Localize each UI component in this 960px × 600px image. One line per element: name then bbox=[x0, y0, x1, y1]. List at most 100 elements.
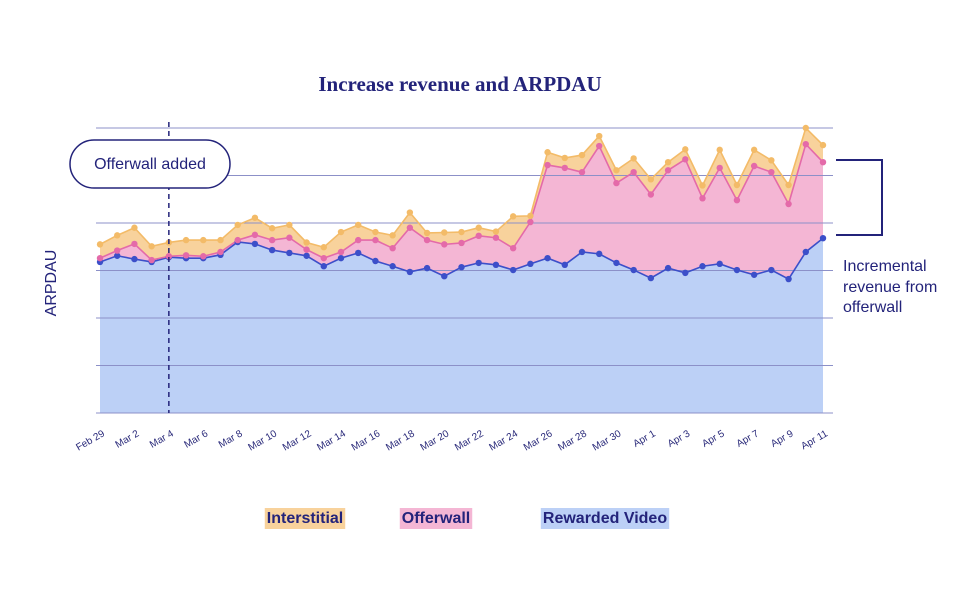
data-point bbox=[217, 248, 224, 256]
data-point bbox=[647, 176, 655, 183]
data-point bbox=[785, 275, 792, 283]
data-point bbox=[527, 218, 534, 226]
x-tick-label: Apr 3 bbox=[666, 428, 693, 450]
data-point bbox=[217, 236, 224, 244]
data-point bbox=[406, 209, 414, 216]
data-point bbox=[303, 252, 310, 259]
chart-title: Increase revenue and ARPDAU bbox=[318, 72, 601, 96]
data-point bbox=[303, 239, 310, 246]
data-point bbox=[355, 221, 362, 229]
data-point bbox=[664, 167, 672, 174]
data-point bbox=[596, 132, 603, 140]
data-point bbox=[96, 241, 104, 248]
x-tick-label: Mar 12 bbox=[281, 428, 314, 453]
legend-label: Offerwall bbox=[402, 510, 470, 527]
data-point bbox=[699, 182, 706, 189]
data-point bbox=[458, 263, 465, 271]
data-point bbox=[182, 252, 190, 259]
data-point bbox=[613, 167, 620, 174]
x-tick-label: Mar 26 bbox=[522, 428, 555, 453]
data-point bbox=[509, 244, 517, 252]
data-point bbox=[96, 254, 104, 262]
y-axis-label: ARPDAU bbox=[43, 250, 60, 317]
data-point bbox=[785, 200, 792, 208]
x-tick-label: Mar 24 bbox=[488, 428, 521, 453]
data-point bbox=[699, 195, 706, 202]
legend: Interstitial Offerwall Rewarded Video bbox=[264, 508, 670, 529]
x-tick-label: Mar 2 bbox=[114, 428, 142, 451]
data-point bbox=[131, 224, 138, 231]
data-point bbox=[802, 140, 809, 148]
data-point bbox=[372, 236, 379, 244]
data-point bbox=[389, 232, 396, 239]
data-point bbox=[200, 253, 207, 260]
data-point bbox=[596, 250, 603, 258]
x-tick-label: Mar 8 bbox=[217, 428, 245, 451]
annotation-text: Offerwall added bbox=[94, 156, 206, 173]
data-point bbox=[561, 154, 568, 162]
data-point bbox=[131, 255, 138, 263]
data-point bbox=[492, 261, 500, 268]
data-point bbox=[630, 168, 637, 176]
data-point bbox=[819, 141, 827, 149]
data-point bbox=[733, 181, 741, 189]
data-point bbox=[733, 197, 741, 204]
data-point bbox=[785, 181, 792, 189]
data-point bbox=[148, 243, 155, 250]
data-point bbox=[320, 263, 327, 270]
data-point bbox=[286, 234, 293, 241]
data-point bbox=[664, 159, 672, 166]
data-point bbox=[251, 214, 259, 221]
data-point bbox=[819, 159, 827, 166]
data-point bbox=[337, 228, 345, 236]
data-point bbox=[320, 244, 327, 251]
data-point bbox=[647, 274, 655, 282]
data-point bbox=[458, 228, 465, 236]
data-point bbox=[423, 264, 431, 272]
data-point bbox=[509, 213, 517, 220]
data-point bbox=[802, 248, 809, 256]
data-point bbox=[596, 142, 603, 150]
data-point bbox=[647, 191, 655, 198]
data-point bbox=[268, 246, 276, 254]
x-tick-label: Feb 29 bbox=[74, 428, 107, 453]
data-point bbox=[664, 264, 672, 272]
data-point bbox=[234, 221, 241, 229]
legend-swatch bbox=[399, 508, 473, 529]
data-point bbox=[114, 247, 121, 254]
data-point bbox=[561, 261, 568, 268]
data-point bbox=[527, 260, 534, 268]
data-point bbox=[561, 164, 568, 172]
data-point bbox=[355, 236, 362, 244]
bracket bbox=[836, 159, 883, 236]
data-point bbox=[303, 246, 310, 253]
data-point bbox=[819, 235, 827, 242]
data-point bbox=[492, 234, 500, 241]
legend-label: Interstitial bbox=[267, 510, 343, 527]
x-tick-label: Mar 6 bbox=[182, 428, 210, 451]
data-point bbox=[768, 157, 775, 164]
data-point bbox=[750, 271, 758, 278]
data-point bbox=[509, 266, 517, 274]
data-point bbox=[613, 259, 620, 267]
data-point bbox=[234, 236, 241, 244]
data-point bbox=[337, 254, 345, 262]
data-point bbox=[630, 155, 637, 162]
legend-swatch bbox=[540, 508, 670, 529]
area bbox=[100, 238, 823, 413]
data-point bbox=[544, 161, 551, 169]
data-point bbox=[544, 254, 551, 262]
data-point bbox=[475, 259, 482, 267]
data-point bbox=[699, 263, 706, 270]
data-point bbox=[406, 224, 414, 231]
data-point bbox=[750, 162, 758, 170]
x-tick-label: Apr 7 bbox=[735, 428, 762, 450]
x-tick-label: Mar 22 bbox=[453, 428, 486, 453]
legend-swatch bbox=[264, 508, 346, 529]
data-point bbox=[268, 225, 276, 232]
data-point bbox=[682, 269, 689, 277]
data-point bbox=[286, 221, 293, 229]
data-point bbox=[527, 212, 534, 220]
x-tick-label: Mar 4 bbox=[148, 428, 176, 451]
data-point bbox=[578, 151, 586, 159]
